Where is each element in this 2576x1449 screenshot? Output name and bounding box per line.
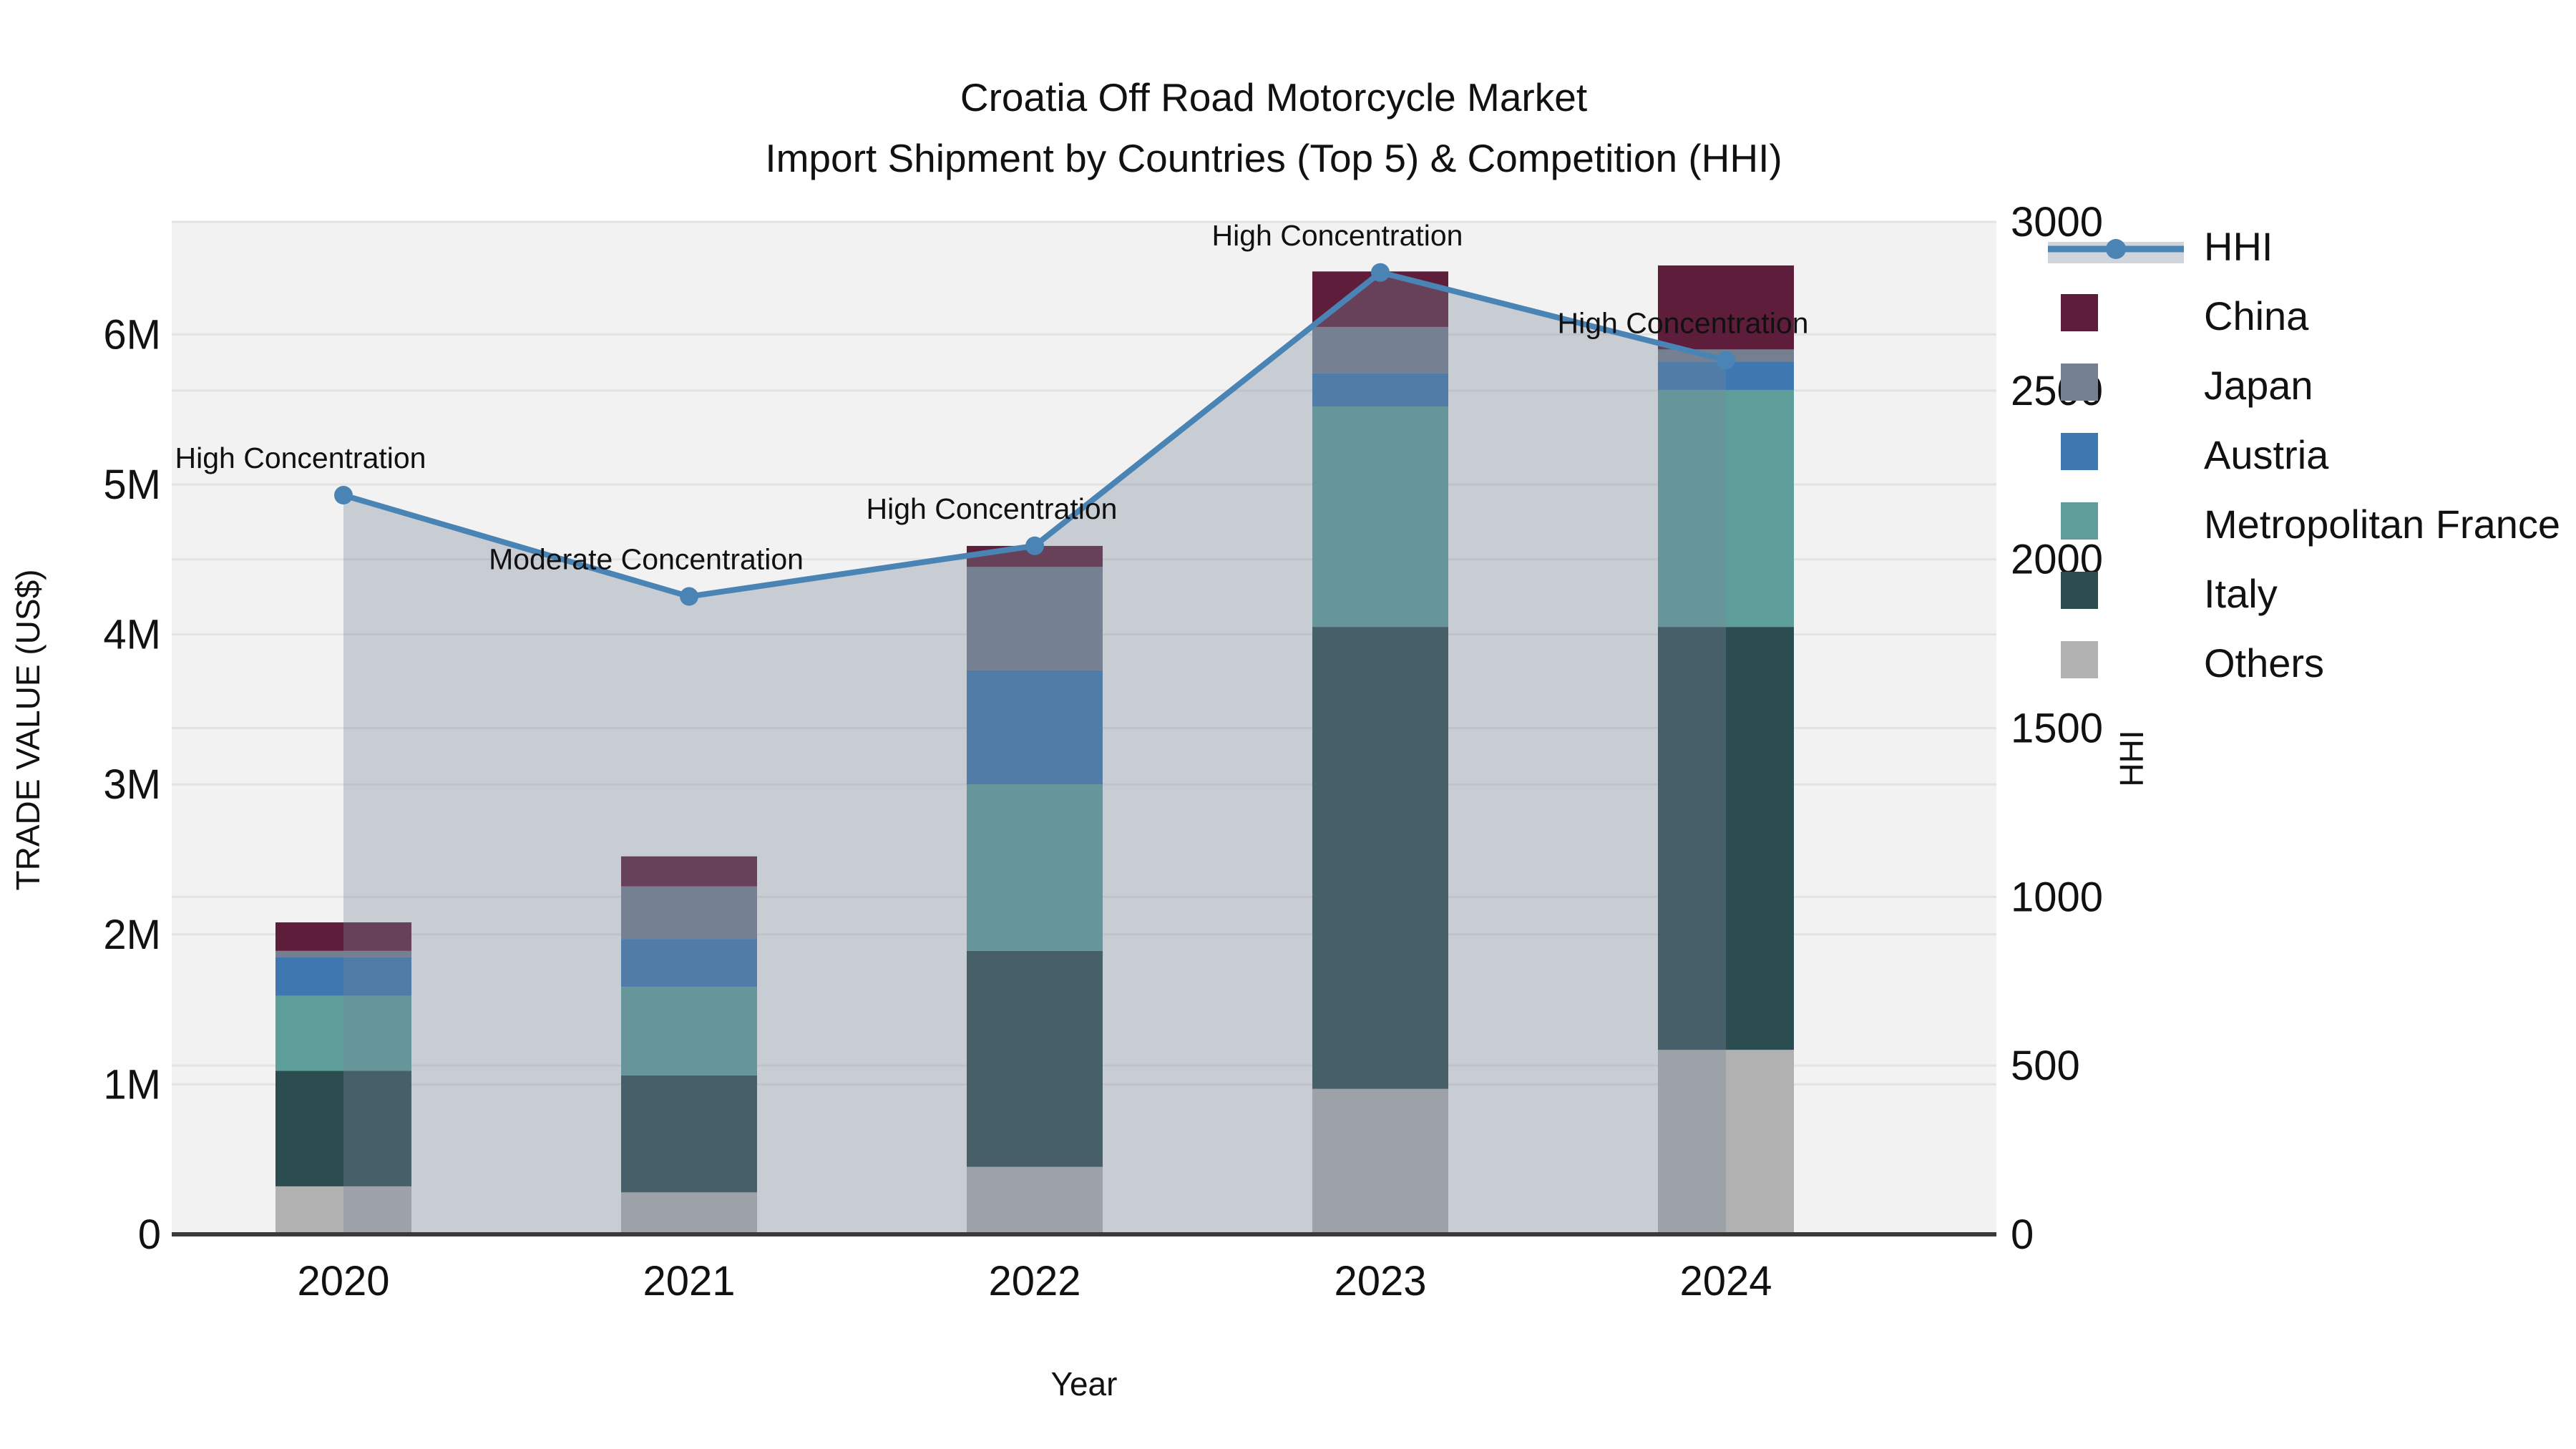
- legend-item-italy[interactable]: Italy: [2061, 571, 2278, 616]
- legend-label: Austria: [2204, 432, 2329, 477]
- bar-segment-japan-2020[interactable]: [275, 950, 411, 957]
- legend-swatch: [2061, 572, 2098, 609]
- y-right-tick-500: 500: [2011, 1043, 2080, 1089]
- hhi-area-fill: [343, 272, 1726, 1234]
- bar-segment-austria-2021[interactable]: [621, 939, 757, 987]
- bar-segment-others-2020[interactable]: [275, 1186, 411, 1234]
- legend-label: Metropolitan France: [2204, 502, 2560, 547]
- x-tick-2022[interactable]: 2022: [988, 1258, 1080, 1304]
- y-left-tick-1M: 1M: [103, 1061, 161, 1108]
- legend-swatch: [2061, 502, 2098, 540]
- legend-swatch: [2061, 364, 2098, 401]
- hhi-marker-2023[interactable]: [1371, 263, 1390, 282]
- bar-segment-metropolitan-france-2020[interactable]: [275, 995, 411, 1071]
- legend-swatch: [2061, 641, 2098, 678]
- bar-segment-japan-2022[interactable]: [967, 567, 1103, 670]
- bar-segment-china-2024[interactable]: [1658, 265, 1794, 350]
- bar-segment-japan-2023[interactable]: [1312, 326, 1448, 374]
- x-axis-title: Year: [1051, 1365, 1118, 1402]
- bar-segment-italy-2023[interactable]: [1312, 627, 1448, 1089]
- bar-segment-austria-2023[interactable]: [1312, 373, 1448, 407]
- bar-segment-metropolitan-france-2022[interactable]: [967, 784, 1103, 951]
- bar-segment-others-2021[interactable]: [621, 1192, 757, 1234]
- hhi-marker-2022[interactable]: [1025, 536, 1044, 555]
- legend-item-japan[interactable]: Japan: [2061, 363, 2313, 408]
- bar-segment-japan-2021[interactable]: [621, 886, 757, 940]
- y-right-tick-1000: 1000: [2011, 874, 2103, 920]
- y-axis-right-title: HHI: [2113, 730, 2150, 786]
- legend-item-hhi[interactable]: HHI: [2048, 224, 2273, 269]
- x-tick-2023[interactable]: 2023: [1334, 1258, 1426, 1304]
- annotation-2021: Moderate Concentration: [489, 543, 804, 576]
- y-left-tick-5M: 5M: [103, 462, 161, 508]
- y-right-tick-3000: 3000: [2011, 199, 2103, 245]
- x-tick-2024[interactable]: 2024: [1679, 1258, 1772, 1304]
- bar-segment-others-2022[interactable]: [967, 1166, 1103, 1234]
- y-left-tick-0: 0: [138, 1211, 161, 1258]
- y-axis-left-title: TRADE VALUE (US$): [9, 569, 47, 890]
- legend-item-others[interactable]: Others: [2061, 640, 2324, 686]
- x-tick-2021[interactable]: 2021: [643, 1258, 735, 1304]
- bar-segment-italy-2022[interactable]: [967, 950, 1103, 1167]
- annotation-2022: High Concentration: [867, 492, 1118, 525]
- x-tick-2020[interactable]: 2020: [297, 1258, 389, 1304]
- legend-swatch: [2061, 294, 2098, 331]
- annotation-2024: High Concentration: [1558, 306, 1809, 339]
- legend-item-austria[interactable]: Austria: [2061, 432, 2329, 477]
- chart-title-line1: Croatia Off Road Motorcycle Market: [960, 75, 1587, 119]
- y-right-tick-0: 0: [2011, 1211, 2034, 1258]
- bar-segment-others-2023[interactable]: [1312, 1088, 1448, 1234]
- legend-swatch: [2061, 433, 2098, 470]
- hhi-marker-2021[interactable]: [680, 587, 698, 606]
- bar-segment-others-2024[interactable]: [1658, 1050, 1794, 1234]
- y-left-tick-2M: 2M: [103, 912, 161, 958]
- bar-segment-italy-2021[interactable]: [621, 1075, 757, 1193]
- legend-label: Others: [2204, 640, 2324, 686]
- chart-title-line2: Import Shipment by Countries (Top 5) & C…: [765, 136, 1782, 180]
- y-left-tick-6M: 6M: [103, 311, 161, 358]
- bar-segment-austria-2022[interactable]: [967, 670, 1103, 785]
- legend-label: HHI: [2204, 224, 2273, 269]
- bar-segment-italy-2024[interactable]: [1658, 627, 1794, 1050]
- hhi-marker-2024[interactable]: [1717, 351, 1735, 370]
- legend-item-metropolitan-france[interactable]: Metropolitan France: [2061, 502, 2560, 547]
- bar-segment-metropolitan-france-2021[interactable]: [621, 987, 757, 1075]
- legend-label: China: [2204, 293, 2309, 338]
- plot-area: High Concentration Moderate Concentration…: [103, 199, 2103, 1304]
- y-right-tick-1500: 1500: [2011, 706, 2103, 752]
- bar-segment-metropolitan-france-2024[interactable]: [1658, 389, 1794, 628]
- y-left-tick-3M: 3M: [103, 761, 161, 808]
- y-left-tick-4M: 4M: [103, 612, 161, 658]
- legend-label: Japan: [2204, 363, 2313, 408]
- bar-segment-metropolitan-france-2023[interactable]: [1312, 406, 1448, 628]
- legend-hhi-marker: [2106, 239, 2126, 259]
- bar-segment-austria-2020[interactable]: [275, 957, 411, 996]
- annotation-2020: High Concentration: [175, 441, 426, 474]
- legend-item-china[interactable]: China: [2061, 293, 2309, 338]
- bar-segment-china-2021[interactable]: [621, 856, 757, 887]
- bar-segment-china-2020[interactable]: [275, 922, 411, 951]
- legend-label: Italy: [2204, 571, 2278, 616]
- legend: HHI China Japan Austria Metropolitan France I…: [2048, 224, 2560, 686]
- hhi-marker-2020[interactable]: [334, 486, 353, 505]
- annotation-2023: High Concentration: [1212, 219, 1463, 252]
- bar-segment-italy-2020[interactable]: [275, 1070, 411, 1186]
